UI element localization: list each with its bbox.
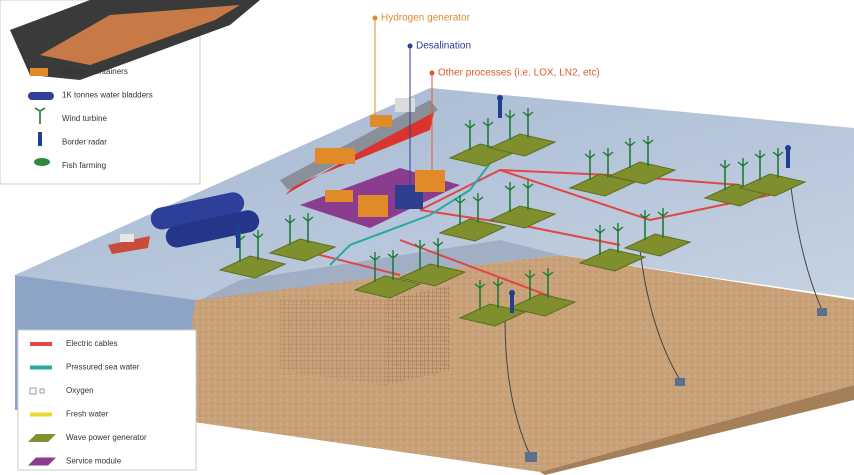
- ship-cargo: [370, 115, 392, 127]
- turbine-rotor: [414, 240, 426, 249]
- legend-label: 1K tonnes water bladders: [62, 91, 153, 100]
- mooring-line: [639, 249, 681, 381]
- turbine-rotor: [639, 210, 651, 219]
- bladder: [165, 210, 260, 248]
- moorings: [504, 179, 823, 456]
- turbine-rotor: [772, 148, 784, 157]
- turbine-rotor: [642, 136, 654, 145]
- legend-icon: [34, 107, 46, 124]
- callout-label: Hydrogen generator: [381, 13, 471, 24]
- turbine-rotor: [464, 120, 476, 129]
- anchor: [525, 452, 537, 462]
- legend-label: Border radar: [62, 138, 107, 147]
- vehicle-frame: [40, 5, 240, 65]
- fish-net: [280, 300, 385, 385]
- legend-icon: [29, 387, 45, 395]
- legend-icon: [28, 457, 56, 466]
- turbine-rotor: [482, 118, 494, 127]
- turbine-rotor: [252, 230, 264, 239]
- mooring-line: [504, 319, 531, 456]
- callout-label: Other processes (i.e. LOX, LN2, etc): [438, 68, 600, 79]
- legend-bottom: Electric cables Pressured sea water Oxygen…: [28, 339, 147, 466]
- callout-label: Desalination: [416, 41, 471, 52]
- turbine-rotor: [737, 158, 749, 167]
- turbine-rotor: [492, 278, 504, 287]
- legend-label: Electric cables: [66, 339, 118, 348]
- anchor: [817, 308, 827, 316]
- legend-icon: [30, 68, 48, 76]
- radar-head: [509, 290, 515, 296]
- legend-label: Oxygen: [66, 386, 94, 395]
- legend-top: storage containers 1K tonnes water bladde…: [28, 67, 153, 170]
- turbine-rotor: [284, 215, 296, 224]
- legend-icon: [30, 342, 52, 346]
- legend-label: Service module: [66, 457, 122, 466]
- turbine-rotor: [504, 110, 516, 119]
- turbine-rotor: [302, 213, 314, 222]
- turbine-rotor: [524, 270, 536, 279]
- turbine-rotor: [472, 193, 484, 202]
- turbine-rotor: [387, 250, 399, 259]
- legend-icon: [30, 412, 52, 417]
- mooring-line: [789, 179, 823, 311]
- legend-icon: [28, 434, 56, 442]
- turbine-rotor: [542, 268, 554, 277]
- turbine-rotor: [754, 150, 766, 159]
- border-radar: [236, 230, 240, 248]
- turbine-rotor: [504, 182, 516, 191]
- turbine-rotor: [369, 252, 381, 261]
- turbine-rotor: [454, 195, 466, 204]
- tracked-vehicle: [10, 0, 260, 80]
- turbine-rotor: [594, 225, 606, 234]
- turbine-rotor: [522, 108, 534, 117]
- turbine-rotor: [432, 238, 444, 247]
- supply-ship: [108, 236, 150, 254]
- container: [325, 190, 353, 202]
- anchor: [675, 378, 685, 386]
- callout-dot: [429, 70, 435, 76]
- turbine-rotor: [719, 160, 731, 169]
- legend-icon: [28, 92, 54, 100]
- supply-ship-cabin: [120, 234, 134, 242]
- process-unit: [415, 170, 445, 192]
- border-radar: [498, 100, 502, 118]
- legend-icon: [30, 365, 52, 370]
- callout-dot: [372, 15, 378, 21]
- turbine-rotor: [624, 138, 636, 147]
- callout-lines: [374, 18, 433, 185]
- tanker-deck: [280, 100, 438, 190]
- bladder: [150, 192, 245, 230]
- radar-head: [497, 95, 503, 101]
- legend-icon: [34, 158, 50, 166]
- legend-label: storage containers: [62, 67, 128, 76]
- turbine-rotor: [612, 223, 624, 232]
- border-radar: [786, 150, 790, 168]
- ship-cargo: [315, 148, 355, 164]
- legend-label: Wind turbine: [62, 114, 107, 123]
- wave-platforms: [218, 95, 807, 327]
- legend-bottom-box: [17, 329, 197, 471]
- sea-water-pipe: [329, 149, 501, 266]
- legend-label: Pressured sea water: [66, 363, 140, 372]
- callout-dot: [407, 43, 413, 49]
- turbine-rotor: [657, 208, 669, 217]
- legend-label: Fresh water: [66, 410, 109, 419]
- legend-icon: [38, 132, 42, 146]
- turbine-rotor: [602, 148, 614, 157]
- turbine-rotor: [474, 280, 486, 289]
- turbine-rotor: [584, 150, 596, 159]
- fish-net: [385, 285, 450, 385]
- radar-head: [785, 145, 791, 151]
- turbine-rotor: [522, 180, 534, 189]
- legend-label: Fish farming: [62, 161, 106, 170]
- ship-bridge: [395, 98, 415, 112]
- radar-head: [235, 225, 241, 231]
- water-bladders: [150, 192, 260, 248]
- hydrogen-generator: [358, 195, 388, 217]
- border-radar: [510, 295, 514, 313]
- legend-label: Wave power generator: [66, 433, 147, 442]
- seabed-side: [540, 385, 854, 475]
